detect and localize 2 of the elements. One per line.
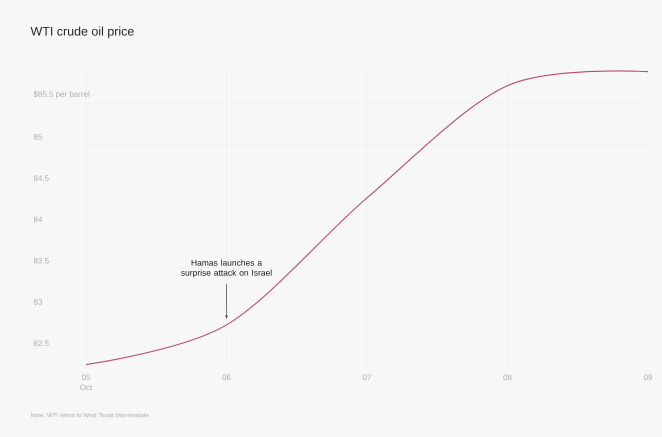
chart-title: WTI crude oil price xyxy=(30,26,134,38)
annotation: Hamas launches a surprise attack on Israel xyxy=(181,260,272,278)
